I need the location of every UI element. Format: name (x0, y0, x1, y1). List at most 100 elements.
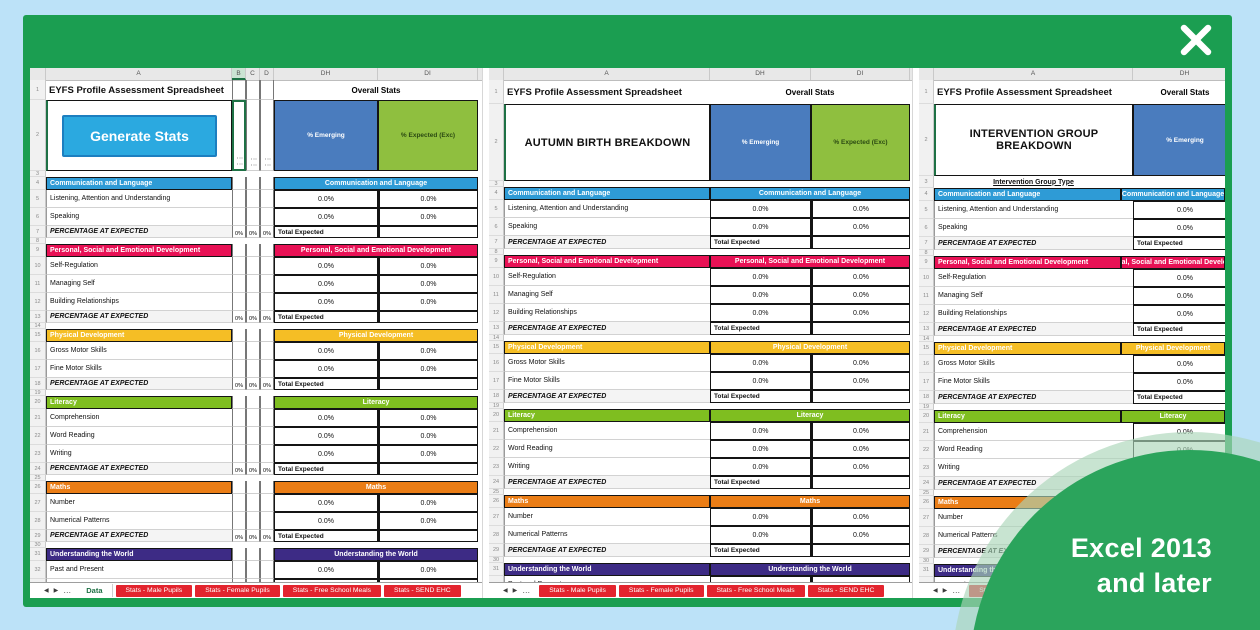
narrow-cell: 0% (246, 378, 260, 390)
column-header-B[interactable]: B (232, 68, 246, 80)
blank-row: 25 (30, 475, 482, 481)
row-number: 12 (919, 305, 934, 323)
column-header-DH[interactable]: DH (710, 68, 811, 80)
blank-row: 19 (489, 403, 912, 409)
column-header-A[interactable]: A (504, 68, 710, 80)
column-header-C[interactable]: C (246, 68, 260, 80)
data-row: 17 Fine Motor Skills 0.0% 0.0% (489, 372, 912, 390)
data-row: 5 Listening, Attention and Understanding 0… (30, 190, 482, 208)
section-header-values-label: Literacy (710, 409, 910, 422)
row-number: 12 (489, 304, 504, 322)
row-number: 1 (30, 80, 46, 100)
narrow-cell: 0% (232, 378, 246, 390)
aspect-label: Comprehension (46, 409, 232, 427)
value-cell: 0.0% (274, 190, 378, 208)
tab-scroll-left-arrow[interactable]: ◀ (933, 588, 938, 594)
narrow-cell-text: 0% (263, 316, 271, 322)
value-cell: 0.0% (274, 208, 378, 226)
value-cell: 0.0% (378, 512, 478, 530)
aspect-label: Building Relationships (46, 293, 232, 311)
row-number: 27 (30, 494, 46, 512)
narrow-cell (232, 481, 246, 494)
tab-scroll-right-arrow[interactable]: ▶ (53, 588, 59, 594)
sheet-tab-stats-1[interactable]: Stats - Female Pupils (618, 584, 704, 597)
row-number: 3 (489, 181, 504, 187)
aspect-label: Speaking (46, 208, 232, 226)
narrow-cell: 0% (260, 463, 274, 475)
sheet-tab-stats-3[interactable]: Stats - SEND EHC (807, 584, 885, 597)
excel-window-frame: A B C D DH DI 1 EYFS Profile Assessment Spreads… (23, 15, 1232, 607)
section-header-values-label: Understanding the World (710, 563, 910, 576)
aspect-label: Writing (934, 459, 1133, 477)
tab-scroll-right-arrow[interactable]: ▶ (512, 588, 518, 594)
row-number: 6 (30, 208, 46, 226)
data-row: 22 Word Reading 0.0% 0.0% (489, 440, 912, 458)
narrow-cell (260, 494, 274, 512)
sheet-tab-stats-2[interactable]: Stats - Free School Meals (706, 584, 805, 597)
total-expected-cell: Total Expected (1133, 391, 1225, 404)
sheet-tab-stats-0[interactable]: Stats - Male Pupils (115, 584, 193, 597)
row-number: 10 (919, 269, 934, 287)
column-header-DH[interactable]: DH (274, 68, 378, 80)
narrow-cell: ⋮⋮ (260, 100, 274, 171)
section-header-values-label: Maths (710, 495, 910, 508)
row-number: 31 (30, 548, 46, 561)
sheet-tab-stats-1[interactable]: Stats - Female Pupils (195, 584, 280, 597)
narrow-cell: 0% (246, 311, 260, 323)
section-header-row: 9 Personal, Social and Emotional Developm… (489, 255, 912, 268)
title-row: 1 EYFS Profile Assessment Spreadsheet Over… (489, 80, 912, 104)
tab-scroll-left-arrow[interactable]: ◀ (44, 588, 49, 594)
percentage-row: 7 PERCENTAGE AT EXPECTED 0% 0% 0% Total Expec… (30, 226, 482, 238)
column-header-strip: A B C D DH DI (30, 68, 482, 81)
tab-list-ellipsis[interactable]: … (63, 586, 72, 595)
section-header-values-label: Physical Development (274, 329, 478, 342)
data-row: 23 Writing 0.0% 0.0% (489, 458, 912, 476)
row-number: 29 (489, 544, 504, 557)
select-all-corner[interactable] (919, 68, 934, 80)
tab-scroll-left-arrow[interactable]: ◀ (503, 588, 508, 594)
tab-list-ellipsis[interactable]: … (952, 586, 961, 595)
tab-list-ellipsis[interactable]: … (522, 586, 531, 595)
generate-stats-button[interactable]: Generate Stats (62, 114, 217, 157)
section-header-label: Maths (504, 495, 710, 508)
section-header-values-label: Literacy (274, 396, 478, 409)
column-header-strip: A DH DI (489, 68, 912, 81)
blank-row: 19 (30, 390, 482, 396)
sheet-tab-stats-2[interactable]: Stats - Free School Meals (282, 584, 381, 597)
sheet-tab-data[interactable]: Data (77, 584, 113, 597)
select-all-corner[interactable] (489, 68, 504, 80)
value-cell: 0.0% (811, 354, 910, 372)
blank-row: 3 (489, 181, 912, 187)
row-number: 1 (919, 80, 934, 104)
narrow-cell (232, 445, 246, 463)
row-number: 4 (919, 188, 934, 201)
blank-row: 8 (30, 238, 482, 244)
column-header-A[interactable]: A (46, 68, 232, 80)
narrow-cell: 0% (260, 311, 274, 323)
select-all-corner[interactable] (30, 68, 46, 80)
close-button[interactable] (1178, 22, 1214, 58)
narrow-cell (260, 445, 274, 463)
row-number: 24 (489, 476, 504, 489)
intervention-type-row: 3 Intervention Group Type (919, 176, 1225, 188)
sheet-tab-stats-3[interactable]: Stats - SEND EHC (383, 584, 461, 597)
sheet-tab-stats-0[interactable]: Stats - Male Pupils (539, 584, 616, 597)
column-header-A[interactable]: A (934, 68, 1133, 80)
value-cell: 0.0% (811, 372, 910, 390)
row-number: 6 (489, 218, 504, 236)
column-header-DI[interactable]: DI (378, 68, 478, 80)
tab-scroll-right-arrow[interactable]: ▶ (942, 588, 948, 594)
total-expected-cell: Total Expected (274, 378, 378, 390)
row-number: 25 (30, 475, 46, 481)
row-number: 20 (919, 410, 934, 423)
column-header-DI[interactable]: DI (811, 68, 910, 80)
column-header-D[interactable]: D (260, 68, 274, 80)
narrow-cell-text: 0% (263, 468, 271, 474)
value-cell: 0.0% (378, 208, 478, 226)
column-header-DH[interactable]: DH (1133, 68, 1225, 80)
narrow-cell (246, 244, 260, 257)
stat-emerging-box: % Emerging (710, 104, 811, 181)
row-number: 20 (489, 409, 504, 422)
narrow-cell (260, 409, 274, 427)
